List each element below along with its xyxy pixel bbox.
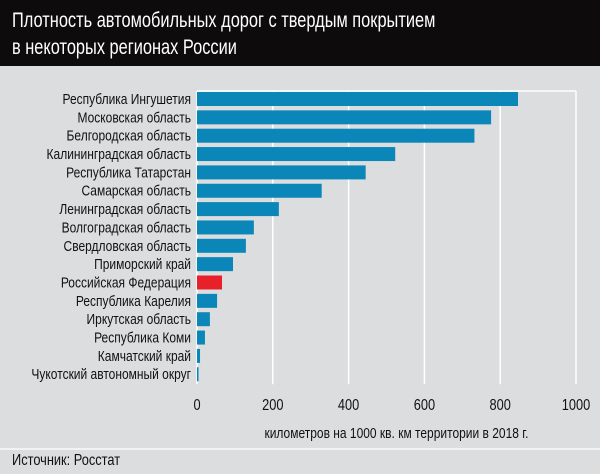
category-label: Чукотский автономный округ — [31, 366, 191, 383]
bar — [197, 257, 234, 272]
category-label: Калининградская область — [47, 146, 191, 163]
category-label: Приморский край — [94, 256, 191, 273]
category-label: Московская область — [77, 109, 191, 126]
bar — [197, 183, 322, 198]
x-tick-label: 200 — [262, 397, 283, 415]
category-label: Камчатский край — [98, 348, 191, 365]
bar-chart: 0 200 400 600 800 1000 Республика ИнгушетияМос… — [31, 90, 590, 442]
category-label: Республика Татарстан — [66, 164, 191, 181]
source-note: Источник: Росстат — [12, 452, 121, 469]
category-label: Свердловская область — [64, 238, 191, 255]
chart-title-line-1: Плотность автомобильных дорог с твердым … — [12, 9, 436, 32]
bar — [197, 147, 396, 162]
bar — [197, 110, 492, 125]
x-axis-label: километров на 1000 кв. км территории в 2… — [264, 425, 528, 442]
chart-title-line-2: в некоторых регионах России — [12, 36, 237, 59]
bar — [197, 348, 201, 363]
bar — [197, 238, 246, 253]
bar — [197, 165, 366, 180]
category-label: Белгородская область — [67, 127, 191, 144]
category-label: Иркутская область — [87, 311, 191, 328]
category-label: Самарская область — [82, 182, 191, 199]
x-tick-label: 0 — [193, 397, 200, 415]
bar-highlight — [197, 275, 223, 290]
x-tick-label: 600 — [414, 397, 435, 415]
category-label: Волгоградская область — [62, 219, 191, 236]
x-tick-label: 1000 — [562, 397, 590, 415]
bar — [197, 92, 519, 106]
category-label: Ленинградская область — [59, 201, 191, 218]
bar — [197, 202, 279, 217]
divider — [0, 448, 600, 450]
category-label: Российская Федерация — [61, 274, 191, 291]
bar — [197, 128, 475, 143]
category-label: Республика Карелия — [76, 293, 191, 310]
x-tick-label: 400 — [338, 397, 359, 415]
x-tick-label: 800 — [490, 397, 511, 415]
chart-header: Плотность автомобильных дорог с твердым … — [0, 0, 600, 66]
category-label: Республика Ингушетия — [62, 91, 191, 108]
bar — [197, 312, 210, 327]
bar — [197, 330, 205, 345]
bar — [197, 220, 254, 235]
category-label: Республика Коми — [94, 329, 191, 346]
bar — [197, 293, 218, 308]
bar — [197, 367, 199, 382]
